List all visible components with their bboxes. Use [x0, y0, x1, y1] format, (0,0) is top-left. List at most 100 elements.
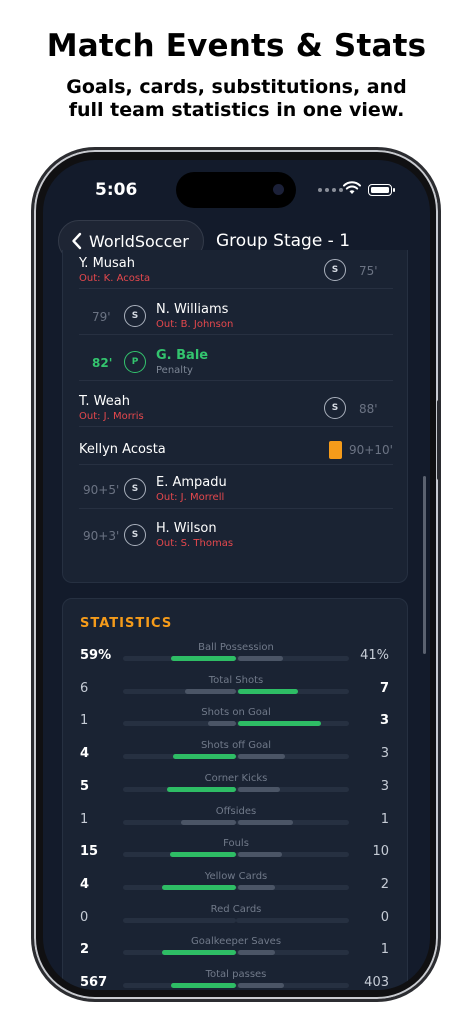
statistics-title: STATISTICS — [80, 616, 173, 631]
event-player: Kellyn Acosta — [79, 442, 166, 457]
event-divider — [79, 334, 393, 335]
event-detail: Out: B. Johnson — [156, 319, 234, 330]
back-button-label: WorldSoccer — [89, 231, 189, 251]
stat-bar-home-fill — [208, 721, 236, 727]
scrollbar[interactable] — [423, 476, 426, 654]
stat-home-value: 1 — [80, 811, 89, 827]
stat-row: 0 Red Cards 0 — [63, 904, 409, 934]
stat-bar-away-fill — [238, 983, 284, 988]
stat-bar-away-fill — [238, 721, 321, 727]
stat-bar — [123, 754, 349, 760]
promo-subline-line-1: Goals, cards, substitutions, and — [66, 76, 407, 98]
event-divider — [79, 464, 393, 465]
stat-bar-home-track — [123, 721, 236, 727]
promo-headline: Match Events & Stats — [46, 28, 427, 64]
stat-label: Yellow Cards — [204, 870, 268, 882]
stat-label: Shots off Goal — [200, 740, 272, 752]
promo-subline: Goals, cards, substitutions, and full te… — [0, 76, 473, 122]
stat-row: 5 Corner Kicks 3 — [63, 773, 409, 803]
stat-away-value: 2 — [380, 876, 389, 892]
substitution-icon: S — [124, 478, 146, 500]
event-divider — [79, 380, 393, 381]
stat-bar — [123, 688, 349, 694]
stat-bar-away-fill — [238, 852, 282, 858]
stat-away-value: 10 — [372, 844, 389, 860]
statistics-card: STATISTICS 59% Ball Possession 41% 6 Total S… — [62, 598, 408, 990]
stat-bar — [123, 983, 349, 988]
stat-bar-home-fill — [171, 656, 236, 661]
stat-label: Fouls — [223, 838, 249, 850]
stat-row: 59% Ball Possession 41% — [63, 642, 409, 672]
event-minute: 90+5' — [83, 483, 120, 497]
event-detail: Out: J. Morris — [79, 411, 144, 422]
promo-subline-line-2: full team statistics in one view. — [68, 99, 405, 121]
stat-row: 1 Shots on Goal 3 — [63, 707, 409, 737]
stat-bar-away-track — [236, 884, 349, 890]
stat-row: 567 Total passes 403 — [63, 969, 409, 990]
stat-bar-away-track — [236, 754, 349, 760]
stat-home-value: 59% — [80, 648, 112, 663]
event-minute: 88' — [359, 402, 378, 416]
stat-bar — [123, 786, 349, 792]
stat-label: Ball Possession — [198, 642, 274, 653]
event-player: H. Wilson — [156, 521, 217, 536]
event-detail: Penalty — [156, 365, 193, 376]
stat-home-value: 0 — [80, 909, 89, 925]
signal-icon — [318, 188, 343, 192]
stat-away-value: 3 — [380, 778, 389, 794]
stat-bar-away-fill — [238, 819, 293, 825]
stat-bar — [123, 917, 349, 923]
stat-row: 15 Fouls 10 — [63, 838, 409, 868]
event-detail: Out: S. Thomas — [156, 538, 234, 549]
stat-home-value: 4 — [80, 876, 90, 892]
stat-away-value: 403 — [364, 975, 389, 990]
stat-row: 4 Shots off Goal 3 — [63, 740, 409, 770]
stat-away-value: 0 — [380, 909, 389, 925]
event-minute: 82' — [92, 356, 113, 370]
camera-icon — [273, 184, 284, 195]
stat-row: 4 Yellow Cards 2 — [63, 871, 409, 901]
stat-bar-away-fill — [238, 656, 283, 661]
substitution-icon: S — [124, 524, 146, 546]
event-player: Y. Musah — [79, 256, 136, 271]
event-detail: Out: J. Morrell — [156, 492, 225, 503]
stat-row: 1 Offsides 1 — [63, 806, 409, 836]
stat-bar-home-fill — [185, 688, 236, 694]
stat-bar — [123, 721, 349, 727]
event-detail: Out: K. Acosta — [79, 273, 151, 284]
wifi-icon — [343, 181, 361, 194]
stat-bar-away-fill — [238, 950, 275, 956]
stat-bar-away-fill — [238, 754, 285, 760]
event-minute: 79' — [92, 310, 111, 324]
stat-row: 2 Goalkeeper Saves 1 — [63, 936, 409, 966]
stat-bar-home-track — [123, 688, 236, 694]
stat-home-value: 5 — [80, 778, 90, 794]
stat-label: Shots on Goal — [201, 707, 271, 719]
event-divider — [79, 508, 393, 509]
penalty-goal-icon: P — [124, 351, 146, 373]
event-minute: 75' — [359, 264, 378, 278]
event-player: N. Williams — [156, 302, 229, 317]
event-divider — [79, 426, 393, 427]
event-divider — [79, 288, 393, 289]
stat-home-value: 1 — [80, 713, 89, 729]
stat-bar — [123, 656, 349, 661]
stat-bar-away-fill — [238, 786, 280, 792]
event-minute: 90+3' — [83, 529, 120, 543]
stat-label: Goalkeeper Saves — [190, 936, 282, 948]
stat-bar-home-fill — [162, 884, 236, 890]
stat-bar-home-track — [123, 917, 236, 923]
stat-bar-home-fill — [170, 852, 236, 858]
stat-bar-away-track — [236, 950, 349, 956]
stat-away-value: 1 — [380, 811, 389, 827]
battery-icon — [368, 184, 395, 196]
substitution-icon: S — [324, 397, 346, 419]
stat-bar-home-fill — [171, 983, 236, 988]
stat-home-value: 2 — [80, 942, 90, 958]
yellow-card-icon — [329, 441, 342, 459]
stat-bar — [123, 852, 349, 858]
stat-home-value: 6 — [80, 680, 89, 696]
stat-bar-away-track — [236, 656, 349, 661]
stat-away-value: 3 — [379, 713, 389, 729]
status-time: 5:06 — [95, 180, 138, 200]
